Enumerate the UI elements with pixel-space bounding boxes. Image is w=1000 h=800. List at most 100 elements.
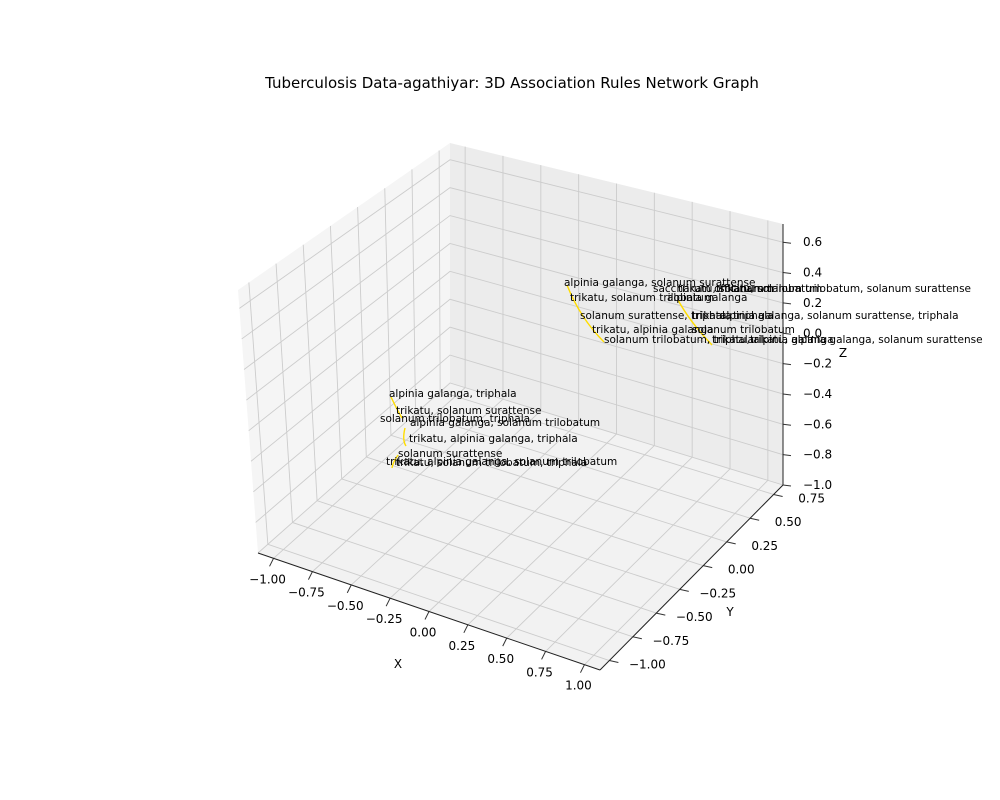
x-tick-mark bbox=[269, 558, 274, 567]
x-tick-label: −0.25 bbox=[366, 612, 403, 626]
z-tick-label: −0.8 bbox=[803, 448, 832, 462]
y-tick-label: 0.75 bbox=[798, 491, 825, 505]
y-tick-mark bbox=[750, 517, 760, 521]
network-edge bbox=[391, 454, 399, 469]
z-tick-mark bbox=[782, 302, 792, 305]
x-axis-label: X bbox=[394, 657, 402, 671]
z-tick-mark bbox=[782, 454, 792, 457]
node-label: trikatu, solanum trilobatum bbox=[678, 283, 822, 295]
z-tick-mark bbox=[782, 363, 792, 366]
node-label: trikatu, alpinia galanga, triphala bbox=[409, 433, 578, 445]
node-label: trikatu, alpinia galanga bbox=[712, 334, 834, 346]
z-grid-line bbox=[257, 382, 784, 554]
z-grid-line bbox=[248, 270, 784, 432]
node-label: alpinia galanga, solanum surattense bbox=[564, 277, 755, 289]
chart-title: Tuberculosis Data-agathiyar: 3D Associat… bbox=[264, 74, 759, 92]
node-label: solanum trilobatum bbox=[692, 324, 795, 336]
x-tick-label: 1.00 bbox=[565, 679, 592, 693]
x-tick-label: 0.25 bbox=[449, 639, 476, 653]
node-label: trikatu, solanum trilobatum bbox=[570, 292, 714, 304]
node-label: trikatu, solanum surattense bbox=[396, 405, 541, 417]
y-axis-line bbox=[599, 484, 784, 671]
z-grid-line bbox=[243, 215, 784, 370]
node-label: alpinia galanga, solanum surattense, tri… bbox=[720, 310, 959, 322]
z-axis-label: Z bbox=[839, 346, 847, 360]
node-label: trikatu, solanum trilobatum, solanum sur… bbox=[716, 283, 971, 295]
grid-lines bbox=[239, 146, 784, 665]
z-tick-label: 0.4 bbox=[803, 266, 822, 280]
y-tick-mark bbox=[703, 565, 713, 569]
z-tick-label: −0.6 bbox=[803, 417, 832, 431]
x-tick-label: 0.75 bbox=[526, 665, 553, 679]
x-tick-label: −1.00 bbox=[249, 572, 286, 586]
y-tick-mark bbox=[609, 660, 619, 664]
z-grid-line bbox=[255, 354, 784, 523]
node-label: solanum surattense bbox=[398, 448, 502, 460]
z-tick-mark bbox=[782, 393, 792, 396]
x-tick-mark bbox=[502, 637, 508, 647]
y-tick-label: 0.25 bbox=[751, 539, 778, 553]
node-label: trikatu, solanum trilobatum, triphala bbox=[396, 457, 587, 469]
node-label: alpinia galanga bbox=[667, 292, 747, 304]
node-label: trikatu, alpinia galanga, solanum trilob… bbox=[386, 456, 617, 468]
z-tick-mark bbox=[782, 241, 792, 244]
z-grid-line bbox=[239, 159, 784, 309]
node-label: saccharum officinarum bbox=[653, 283, 774, 295]
y-tick-mark bbox=[679, 588, 689, 592]
z-grid-line bbox=[253, 326, 784, 493]
node-label: trikatu, alpinia galanga, solanum suratt… bbox=[750, 334, 983, 346]
z-tick-mark bbox=[782, 332, 792, 335]
axis-lines bbox=[257, 224, 792, 673]
z-tick-mark bbox=[782, 484, 792, 487]
z-tick-label: −0.2 bbox=[803, 357, 832, 371]
y-tick-mark bbox=[773, 493, 783, 497]
x-tick-mark bbox=[385, 597, 391, 607]
x-tick-mark bbox=[463, 624, 469, 634]
z-grid-line bbox=[250, 298, 784, 462]
network-edge bbox=[677, 299, 713, 346]
z-tick-label: −1.0 bbox=[803, 478, 832, 492]
y-tick-label: 0.00 bbox=[728, 563, 755, 577]
node-label: alpinia galanga, triphala bbox=[389, 388, 517, 400]
x-tick-label: 0.50 bbox=[487, 652, 514, 666]
x-tick-mark bbox=[424, 611, 430, 620]
x-tick-mark bbox=[541, 651, 547, 660]
network-edge bbox=[403, 427, 407, 447]
x-axis-line bbox=[257, 552, 601, 671]
node-label: alpinia galanga, solanum trilobatum bbox=[410, 417, 600, 429]
z-tick-mark bbox=[782, 423, 792, 426]
x-tick-mark bbox=[307, 571, 313, 580]
node-label: trikatu, triphala bbox=[692, 310, 774, 322]
node-label: solanum trilobatum, triphala bbox=[604, 334, 754, 346]
x-tick-mark bbox=[580, 664, 585, 673]
network-nodes: alpinia galanga, solanum surattensesacch… bbox=[380, 277, 983, 469]
y-tick-mark bbox=[656, 612, 666, 616]
x-tick-mark bbox=[346, 584, 352, 594]
z-grid-line bbox=[241, 187, 784, 340]
z-tick-mark bbox=[782, 272, 792, 275]
z-tick-label: −0.4 bbox=[803, 387, 832, 401]
y-tick-mark bbox=[632, 636, 642, 640]
tick-labels: −1.00−0.75−0.50−0.250.000.250.500.751.00… bbox=[249, 235, 832, 692]
y-tick-label: −0.75 bbox=[652, 634, 689, 648]
z-tick-label: 0.2 bbox=[803, 296, 822, 310]
network-edge bbox=[566, 284, 605, 343]
network-edge bbox=[390, 396, 403, 419]
x-tick-label: −0.50 bbox=[327, 599, 364, 613]
y-tick-label: −1.00 bbox=[629, 658, 666, 672]
left-pane bbox=[238, 143, 450, 553]
network-edges bbox=[390, 284, 713, 469]
y-tick-label: −0.50 bbox=[676, 610, 713, 624]
z-grid-line bbox=[246, 242, 784, 401]
z-tick-label: 0.6 bbox=[803, 235, 822, 249]
y-axis-label: Y bbox=[725, 605, 734, 619]
x-tick-label: 0.00 bbox=[410, 626, 437, 640]
node-label: solanum trilobatum, triphala bbox=[380, 413, 530, 425]
z-tick-label: 0.0 bbox=[803, 326, 822, 340]
y-tick-label: 0.50 bbox=[775, 515, 802, 529]
node-label: solanum surattense, triphala bbox=[580, 310, 731, 322]
y-tick-mark bbox=[726, 541, 736, 545]
x-tick-label: −0.75 bbox=[288, 586, 325, 600]
y-tick-label: −0.25 bbox=[699, 586, 736, 600]
